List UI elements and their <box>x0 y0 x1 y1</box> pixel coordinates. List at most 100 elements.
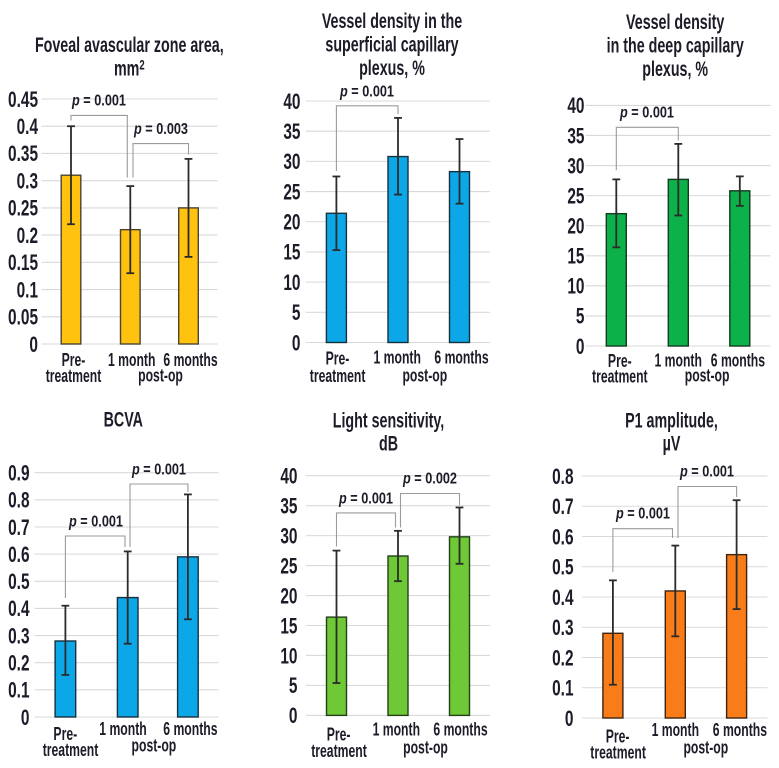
svg-text:0.1: 0.1 <box>8 679 30 703</box>
svg-text:p = 0.002: p = 0.002 <box>402 470 457 487</box>
svg-text:15: 15 <box>280 615 297 639</box>
svg-text:Pre-: Pre- <box>326 349 350 369</box>
svg-text:1 month: 1 month <box>108 351 155 371</box>
svg-text:Pre-: Pre- <box>327 725 351 745</box>
svg-text:0: 0 <box>289 705 298 729</box>
svg-text:p = 0.001: p = 0.001 <box>338 490 393 507</box>
svg-text:0.6: 0.6 <box>552 526 573 550</box>
svg-text:p = 0.001: p = 0.001 <box>71 92 126 109</box>
svg-text:p = 0.003: p = 0.003 <box>133 121 188 138</box>
svg-text:1 month: 1 month <box>373 348 420 368</box>
svg-text:0: 0 <box>565 707 574 731</box>
svg-text:in the deep capillary: in the deep capillary <box>607 34 744 57</box>
svg-text:µV: µV <box>663 432 681 455</box>
svg-text:0.6: 0.6 <box>8 543 29 567</box>
svg-text:6 months: 6 months <box>434 348 488 368</box>
svg-text:Vessel density in the: Vessel density in the <box>322 9 462 32</box>
svg-text:0: 0 <box>576 335 585 359</box>
svg-text:6 months: 6 months <box>711 351 765 371</box>
svg-text:0.5: 0.5 <box>8 571 30 595</box>
svg-text:0.2: 0.2 <box>17 224 38 248</box>
svg-text:post-op: post-op <box>685 366 730 386</box>
svg-text:post-op: post-op <box>403 738 448 758</box>
svg-text:treatment: treatment <box>590 743 646 763</box>
svg-text:6 months: 6 months <box>163 720 217 740</box>
svg-text:Pre-: Pre- <box>608 352 632 372</box>
svg-text:0.7: 0.7 <box>552 495 573 519</box>
svg-text:10: 10 <box>567 275 584 299</box>
svg-text:35: 35 <box>283 120 300 144</box>
svg-text:0.2: 0.2 <box>552 647 573 671</box>
svg-text:5: 5 <box>576 305 585 329</box>
svg-text:treatment: treatment <box>592 367 648 387</box>
svg-text:0.8: 0.8 <box>8 489 29 513</box>
svg-text:Light sensitivity,: Light sensitivity, <box>333 409 444 432</box>
svg-text:0: 0 <box>21 706 30 730</box>
svg-text:15: 15 <box>567 245 584 269</box>
svg-text:1 month: 1 month <box>652 721 699 741</box>
svg-text:0.4: 0.4 <box>17 115 39 139</box>
svg-text:post-op: post-op <box>683 738 728 758</box>
svg-text:treatment: treatment <box>311 742 367 762</box>
svg-text:1 month: 1 month <box>99 720 146 740</box>
svg-text:35: 35 <box>567 125 584 149</box>
svg-text:40: 40 <box>280 465 297 489</box>
svg-text:1 month: 1 month <box>373 720 420 740</box>
svg-text:0.25: 0.25 <box>8 197 38 221</box>
svg-text:25: 25 <box>567 185 584 209</box>
svg-text:0.1: 0.1 <box>552 677 574 701</box>
svg-text:0.5: 0.5 <box>552 556 574 580</box>
svg-text:0.3: 0.3 <box>8 625 29 649</box>
svg-text:30: 30 <box>567 155 584 179</box>
svg-text:0: 0 <box>292 332 301 356</box>
svg-text:0.45: 0.45 <box>8 88 38 112</box>
svg-text:20: 20 <box>567 215 584 239</box>
svg-text:0.2: 0.2 <box>8 652 29 676</box>
svg-text:0.4: 0.4 <box>552 586 574 610</box>
svg-text:30: 30 <box>283 151 300 175</box>
svg-text:25: 25 <box>283 181 300 205</box>
svg-text:0.35: 0.35 <box>8 143 38 167</box>
svg-text:6 months: 6 months <box>433 720 487 740</box>
svg-text:BCVA: BCVA <box>104 408 143 431</box>
svg-text:Foveal avascular zone area,: Foveal avascular zone area, <box>35 33 224 56</box>
svg-text:p = 0.001: p = 0.001 <box>339 83 394 100</box>
svg-text:plexus, %: plexus, % <box>359 56 425 79</box>
svg-text:plexus, %: plexus, % <box>642 57 708 80</box>
svg-text:0.3: 0.3 <box>552 616 573 640</box>
svg-text:Vessel density: Vessel density <box>626 10 724 33</box>
svg-text:0.9: 0.9 <box>8 462 29 486</box>
svg-text:15: 15 <box>283 241 300 265</box>
svg-text:0.15: 0.15 <box>8 252 38 276</box>
svg-text:0: 0 <box>29 333 38 357</box>
svg-text:Pre-: Pre- <box>62 351 86 371</box>
svg-text:40: 40 <box>567 95 584 119</box>
svg-text:treatment: treatment <box>43 741 99 761</box>
svg-text:p = 0.001: p = 0.001 <box>679 463 734 480</box>
svg-text:0.1: 0.1 <box>17 279 39 303</box>
svg-text:0.4: 0.4 <box>8 598 30 622</box>
svg-text:6 months: 6 months <box>163 351 217 371</box>
svg-text:0.3: 0.3 <box>17 170 38 194</box>
svg-text:superficial capillary: superficial capillary <box>325 33 458 56</box>
svg-text:6 months: 6 months <box>713 721 767 741</box>
svg-text:Pre-: Pre- <box>606 727 630 747</box>
svg-text:mm2: mm2 <box>114 57 145 81</box>
svg-text:post-op: post-op <box>138 366 183 386</box>
svg-text:treatment: treatment <box>46 367 102 387</box>
svg-text:40: 40 <box>283 90 300 114</box>
svg-text:0.7: 0.7 <box>8 516 29 540</box>
svg-text:5: 5 <box>292 302 301 326</box>
svg-text:p = 0.001: p = 0.001 <box>68 513 123 530</box>
svg-text:dB: dB <box>379 432 398 455</box>
svg-text:20: 20 <box>280 585 297 609</box>
svg-text:35: 35 <box>280 495 297 519</box>
svg-text:20: 20 <box>283 211 300 235</box>
svg-text:post-op: post-op <box>132 736 177 756</box>
svg-text:25: 25 <box>280 555 297 579</box>
svg-text:treatment: treatment <box>310 367 366 387</box>
svg-text:10: 10 <box>283 271 300 295</box>
svg-text:1 month: 1 month <box>654 351 701 371</box>
svg-text:0.05: 0.05 <box>8 306 38 330</box>
svg-text:p = 0.001: p = 0.001 <box>615 505 670 522</box>
